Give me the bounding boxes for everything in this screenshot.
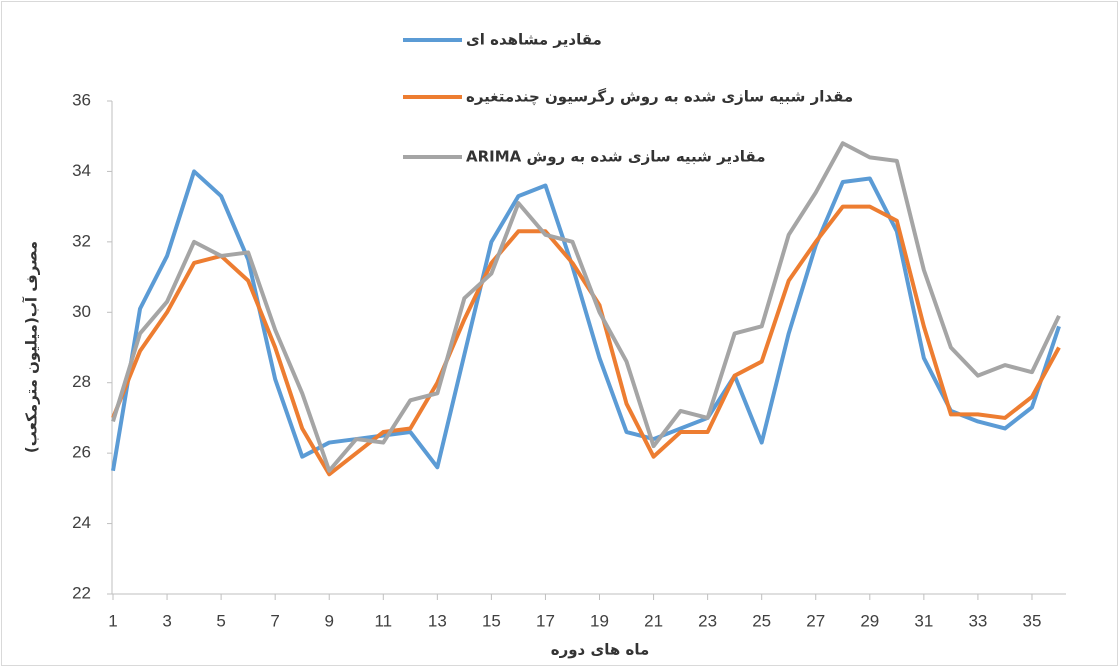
y-tick-label: 24 [72, 513, 91, 532]
x-tick-label: 29 [860, 611, 879, 630]
legend-label: مقادیر مشاهده ای [466, 31, 602, 49]
x-tick-label: 5 [216, 611, 225, 630]
x-tick-label: 3 [162, 611, 171, 630]
y-axis-label: مصرف آب(میلیون مترمکعب) [23, 241, 41, 453]
x-tick-label: 25 [752, 611, 771, 630]
x-tick-label: 11 [374, 611, 392, 630]
x-tick-label: 35 [1023, 611, 1042, 630]
x-tick-label: 9 [324, 611, 333, 630]
x-tick-label: 7 [270, 611, 279, 630]
y-tick-label: 22 [72, 583, 91, 602]
legend-label: مقدار شبیه سازی شده به روش رگرسیون چندمت… [466, 88, 853, 107]
x-tick-label: 13 [428, 611, 447, 630]
x-tick-label: 17 [536, 611, 555, 630]
y-tick-label: 30 [72, 302, 91, 321]
x-tick-label: 23 [698, 611, 717, 630]
x-tick-label: 33 [968, 611, 987, 630]
series-line [111, 169, 1061, 472]
y-tick-label: 26 [72, 443, 91, 462]
series-line [111, 204, 1061, 477]
x-tick-label: 31 [914, 611, 933, 630]
y-tick-label: 36 [72, 90, 91, 109]
x-tick-label: 15 [482, 611, 501, 630]
y-tick-label: 32 [72, 231, 91, 250]
x-tick-label: 19 [590, 611, 609, 630]
legend-label: مقادیر شبیه سازی شده به روش ARIMA [466, 148, 766, 166]
y-tick-label: 28 [72, 372, 91, 391]
series-line [111, 141, 1061, 473]
y-tick-label: 34 [72, 161, 91, 180]
x-axis-label: ماه های دوره [551, 641, 650, 659]
x-tick-label: 1 [108, 611, 117, 630]
x-tick-label: 27 [806, 611, 825, 630]
x-tick-label: 21 [644, 611, 663, 630]
